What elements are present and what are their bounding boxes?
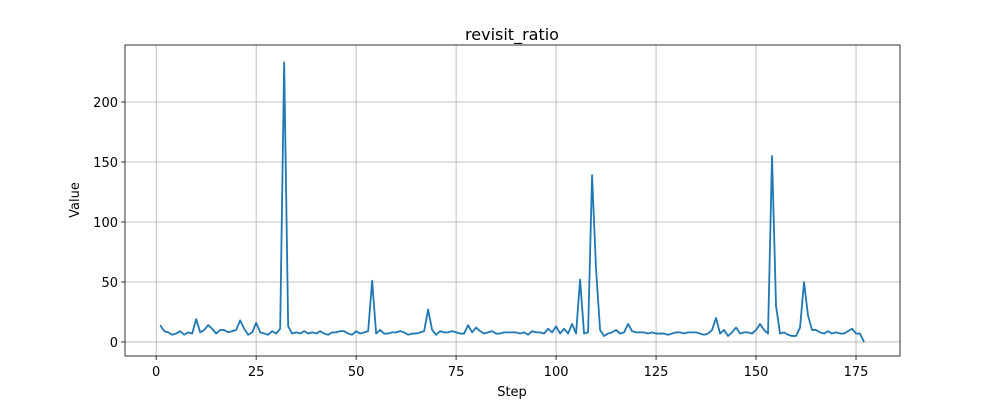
x-tick-label: 125 (644, 365, 669, 380)
x-tick-label: 25 (248, 365, 265, 380)
x-tick-label: 75 (448, 365, 465, 380)
x-axis-label: Step (497, 385, 527, 400)
x-tick-label: 175 (844, 365, 869, 380)
chart-title: revisit_ratio (465, 25, 559, 45)
y-tick-label: 50 (101, 276, 118, 291)
data-line (159, 61, 865, 343)
y-tick-label: 100 (93, 216, 118, 231)
y-tick-label: 200 (93, 96, 118, 111)
x-tick-label: 100 (544, 365, 569, 380)
y-axis-label: Value (68, 182, 83, 218)
x-tick-label: 150 (744, 365, 769, 380)
y-tick-label: 150 (93, 156, 118, 171)
x-tick-label: 50 (348, 365, 365, 380)
plot-frame (124, 44, 901, 357)
y-tick-label: 0 (110, 336, 118, 351)
x-tick-label: 0 (152, 365, 160, 380)
